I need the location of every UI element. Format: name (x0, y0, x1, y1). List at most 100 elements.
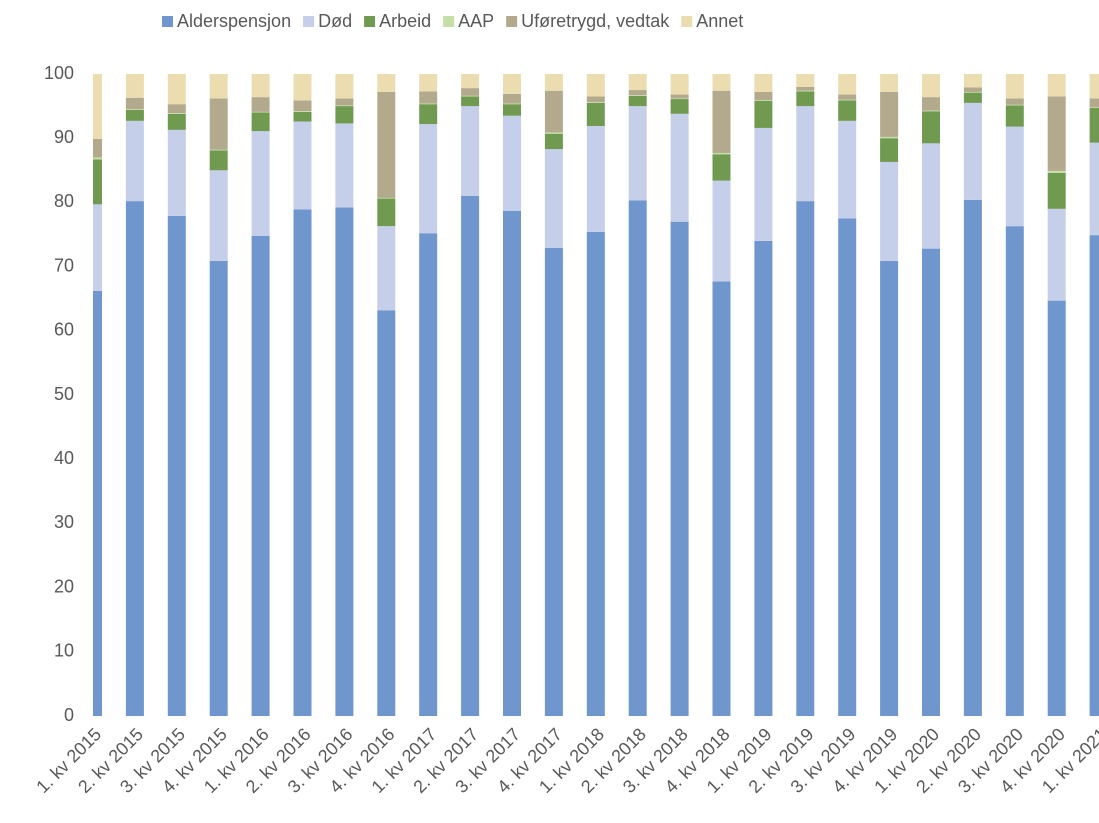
y-tick-label: 30 (54, 512, 74, 532)
bar-segment (586, 102, 605, 127)
bar-segment (586, 96, 605, 103)
bar-segment (670, 74, 689, 95)
bar-segment (1005, 104, 1024, 106)
bar-segment (125, 109, 144, 110)
bar-segment (922, 143, 940, 249)
bar-segment (461, 95, 480, 97)
bar-segment (712, 180, 731, 282)
bar-segment (838, 120, 857, 219)
y-tick-label: 90 (54, 127, 74, 147)
bar-segment (293, 209, 312, 716)
y-tick-label: 70 (54, 255, 74, 275)
bar-segment (419, 104, 438, 125)
bar-segment (670, 98, 689, 100)
bar-segment (377, 198, 396, 227)
bar-segment (503, 210, 521, 716)
bar-segment (335, 105, 354, 107)
bar-segment (838, 99, 857, 101)
bar-segment (1089, 98, 1099, 108)
bar-segment (838, 74, 857, 95)
legend-label: Død (318, 11, 352, 31)
bar-segment (419, 103, 438, 105)
y-tick-label: 50 (54, 384, 74, 404)
bar-segment (377, 74, 396, 92)
bar-segment (209, 150, 228, 171)
bar-segment (1089, 108, 1099, 143)
legend-swatch (162, 16, 173, 27)
bar-segment (251, 74, 270, 98)
y-tick-label: 80 (54, 191, 74, 211)
bar-segment (335, 106, 354, 124)
bar-segment (712, 90, 731, 153)
bar-segment (93, 74, 102, 139)
bar-segment (377, 197, 396, 199)
bar-segment (754, 127, 773, 241)
legend-swatch (681, 16, 693, 27)
bar-segment (335, 98, 354, 106)
legend-swatch (443, 16, 455, 27)
bar-segment (251, 111, 270, 113)
bar-segment (461, 195, 480, 717)
bar-segment (167, 215, 186, 716)
bar-segment (293, 100, 312, 112)
bar-segment (670, 113, 689, 222)
bar-segment (838, 218, 857, 716)
plot-area (93, 74, 1099, 717)
y-tick-label: 40 (54, 448, 74, 468)
bar-segment (754, 91, 773, 101)
bar-segment (209, 260, 228, 716)
bar-segment (293, 111, 312, 122)
bar-segment (419, 91, 438, 104)
bar-segment (1089, 235, 1099, 716)
bar-segment (712, 281, 731, 716)
bar-segment (209, 170, 228, 261)
bar-segment (251, 131, 270, 236)
bar-segment (419, 233, 438, 716)
bar-segment (335, 123, 354, 208)
bar-segment (628, 95, 647, 107)
bar-segment (544, 132, 563, 134)
bar-segment (1089, 142, 1099, 236)
bar-segment (922, 74, 940, 98)
bar-segment (1047, 96, 1066, 171)
bar-segment (880, 136, 899, 139)
bar-segment (1005, 74, 1024, 99)
bar-segment (796, 91, 815, 107)
bar-segment (963, 199, 982, 716)
bar-segment (1047, 74, 1066, 97)
bar-segment (419, 124, 438, 234)
bar-segment (796, 201, 815, 717)
bar-segment (1047, 170, 1066, 173)
bar-segment (125, 109, 144, 121)
bar-segment (461, 106, 480, 196)
bar-segment (586, 74, 605, 97)
bar-segment (670, 221, 689, 716)
bar-segment (419, 74, 438, 92)
bar-segment (503, 104, 521, 116)
bar-segment (1047, 172, 1066, 209)
y-tick-label: 20 (54, 576, 74, 596)
bar-segment (125, 74, 144, 98)
bar-segment (880, 260, 899, 716)
bar-segment (963, 87, 982, 92)
bar-segment (586, 102, 605, 103)
bar-segment (880, 138, 899, 162)
bar-segment (1047, 300, 1066, 716)
bar-segment (1005, 226, 1024, 717)
bar-segment (461, 88, 480, 96)
y-tick-label: 100 (44, 63, 74, 83)
bar-segment (293, 121, 312, 210)
bar-segment (209, 149, 228, 151)
bar-segment (544, 133, 563, 150)
bar-segment (670, 99, 689, 114)
bar-segment (544, 90, 563, 133)
bar-segment (125, 201, 144, 717)
y-tick-label: 0 (64, 705, 74, 725)
bar-segment (1089, 74, 1099, 99)
bar-segment (209, 74, 228, 99)
bar-segment (125, 97, 144, 110)
bar-segment (251, 112, 270, 132)
bar-segment (1005, 105, 1024, 127)
bar-segment (754, 240, 773, 717)
